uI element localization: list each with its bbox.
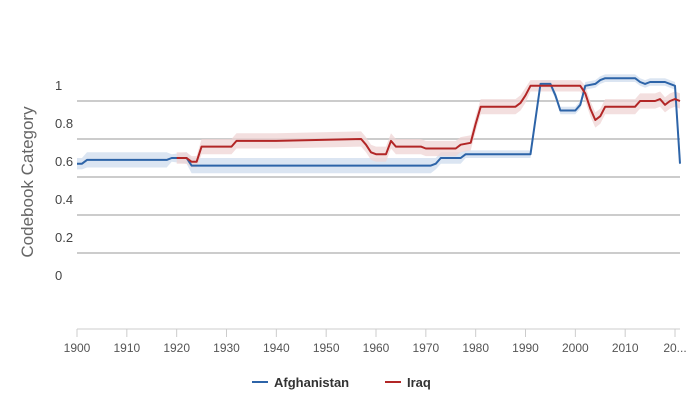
- x-tick-label: 20...: [663, 341, 686, 355]
- x-axis-ticks: 1900 1910 1920 1930 1940 1950 1960 1970 1980 1990…: [64, 329, 687, 355]
- y-tick-label: 0.8: [55, 116, 73, 131]
- y-axis-title: Codebook Category: [18, 106, 37, 258]
- series-line-iraq[interactable]: [176, 84, 681, 163]
- x-tick-label: 2000: [562, 341, 589, 355]
- x-tick-label: 1900: [64, 341, 91, 355]
- x-tick-label: 1980: [462, 341, 489, 355]
- y-tick-label: 0.4: [55, 192, 73, 207]
- series-line-afghanistan[interactable]: [77, 77, 681, 167]
- x-tick-label: 2010: [612, 341, 639, 355]
- y-tick-label: 0: [55, 268, 62, 283]
- legend-label: Afghanistan: [274, 375, 349, 390]
- x-tick-label: 1910: [113, 341, 140, 355]
- y-tick-label: 1: [55, 78, 62, 93]
- legend-item-afghanistan[interactable]: Afghanistan: [252, 375, 349, 390]
- legend-item-iraq[interactable]: Iraq: [385, 375, 431, 390]
- confidence-band-afghanistan: [77, 74, 680, 174]
- x-tick-label: 1950: [313, 341, 340, 355]
- y-axis-tick-labels: 1 0.8 0.6 0.4 0.2 0: [55, 78, 73, 283]
- x-tick-label: 1990: [512, 341, 539, 355]
- legend: Afghanistan Iraq: [252, 375, 431, 390]
- x-tick-label: 1970: [412, 341, 439, 355]
- x-tick-label: 1930: [213, 341, 240, 355]
- confidence-bands: [77, 74, 680, 174]
- y-tick-label: 0.6: [55, 154, 73, 169]
- legend-label: Iraq: [407, 375, 431, 390]
- x-tick-label: 1960: [363, 341, 390, 355]
- series-lines: [77, 77, 681, 167]
- x-tick-label: 1920: [163, 341, 190, 355]
- y-tick-label: 0.2: [55, 230, 73, 245]
- x-tick-label: 1940: [263, 341, 290, 355]
- grid-lines: [77, 100, 680, 254]
- confidence-band-iraq: [176, 80, 680, 168]
